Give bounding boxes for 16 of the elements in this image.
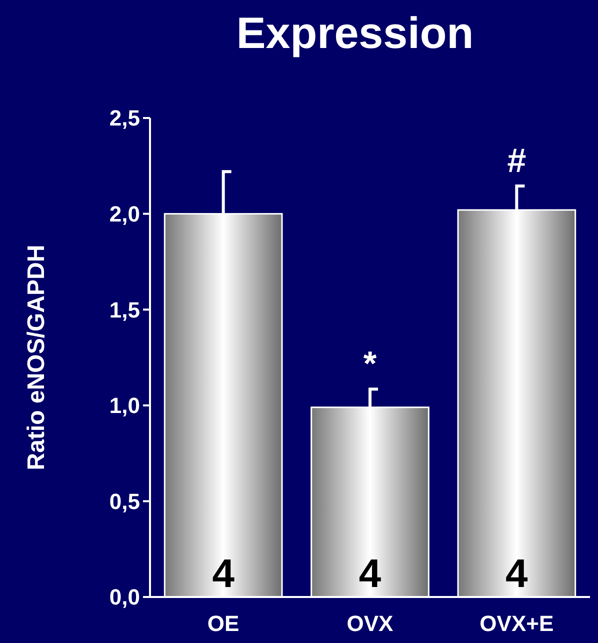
annotation: #	[507, 142, 526, 180]
y-tick-label: 1,0	[109, 393, 140, 418]
annotation: 4	[212, 552, 236, 596]
y-tick-label: 2,5	[109, 106, 140, 131]
annotation: 4	[358, 552, 382, 596]
annotation: 4	[506, 552, 529, 596]
y-tick-label: 0,5	[109, 488, 140, 514]
y-axis-title: Ratio eNOS/GAPDH	[23, 244, 50, 470]
y-tick-label: 2,0	[109, 202, 140, 226]
x-tick-label: OE	[207, 611, 240, 636]
annotation: *	[363, 345, 378, 384]
y-tick-label: 1,5	[109, 297, 140, 322]
x-tick-label: OVX	[346, 611, 394, 636]
x-tick-label: OVX+E	[480, 611, 554, 636]
y-tick-label: 0,0	[109, 584, 140, 610]
chart-title: Expression	[236, 9, 474, 58]
